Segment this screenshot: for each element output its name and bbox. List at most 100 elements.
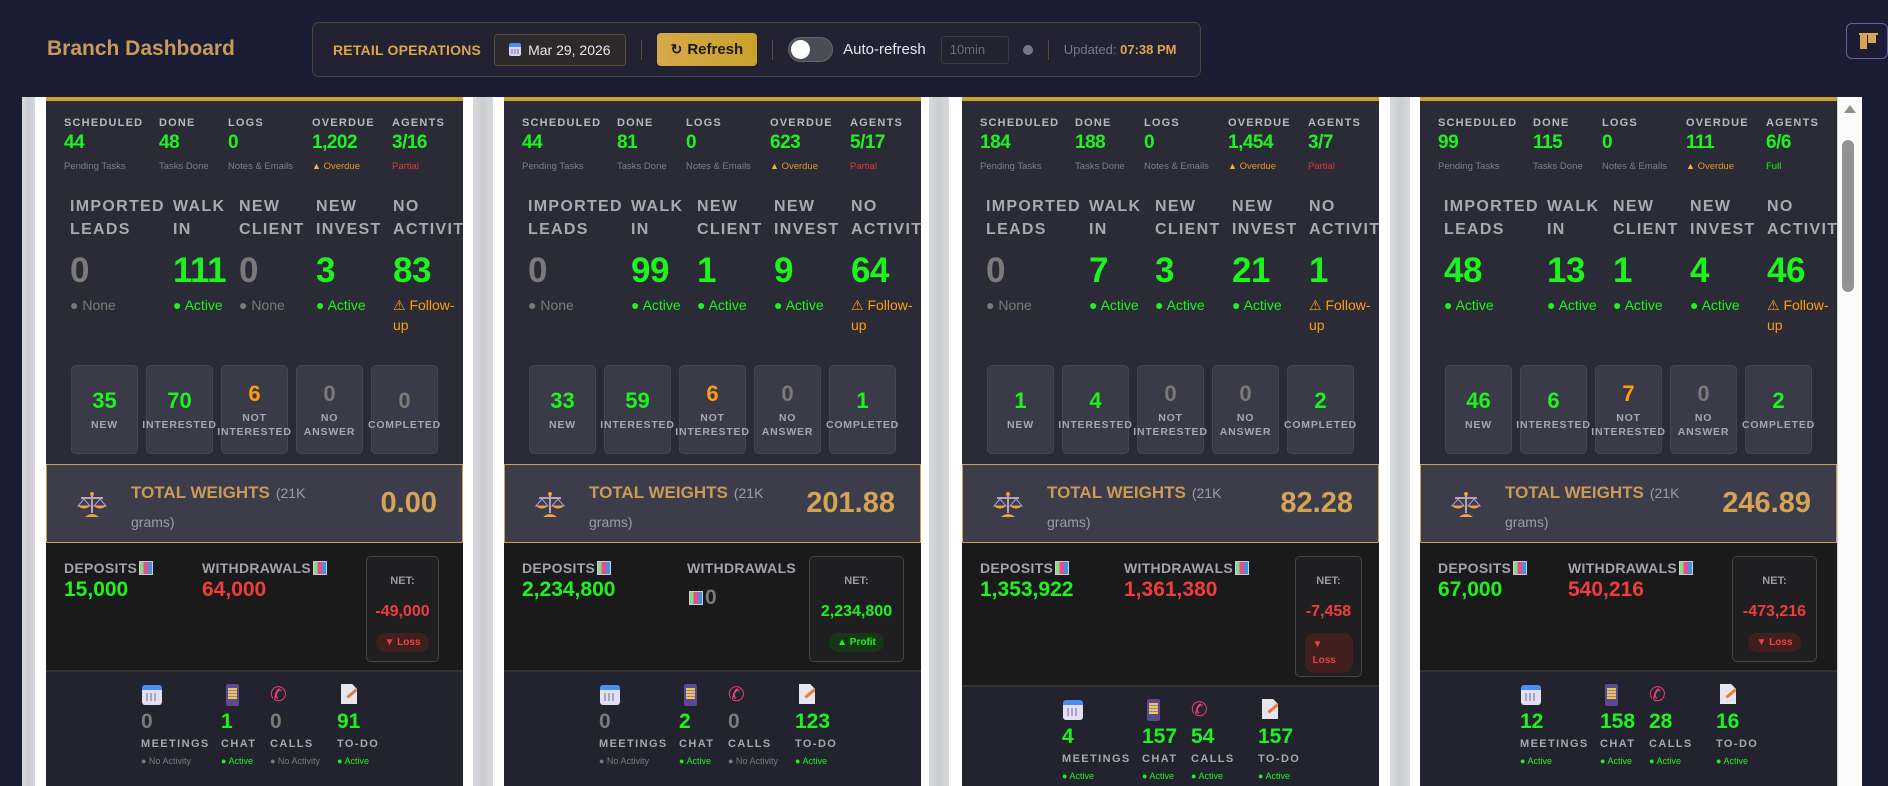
bar-chart-icon[interactable]: [1055, 561, 1070, 575]
done-stat[interactable]: DONE 81 Tasks Done: [617, 117, 686, 172]
imported-leads-stat[interactable]: IMPORTED LEADS 0 ● None: [986, 195, 1089, 335]
chat-stat[interactable]: 157 CHAT ● Active: [1142, 699, 1191, 781]
new-client-stat[interactable]: NEW CLIENT 1 ● Active: [1613, 195, 1690, 335]
scheduled-stat[interactable]: SCHEDULED 99 Pending Tasks: [1438, 117, 1533, 172]
no-activity-stat[interactable]: NO ACTIVITY 83 ⚠ Follow-up: [393, 195, 463, 335]
status-pill-interested[interactable]: 59 INTERESTED: [600, 365, 674, 454]
status-pill-completed[interactable]: 2 COMPLETED: [1284, 365, 1356, 454]
bar-chart-icon[interactable]: [597, 561, 612, 575]
agents-stat[interactable]: AGENTS 5/17 Partial: [850, 117, 920, 172]
refresh-button[interactable]: ↻ Refresh: [656, 33, 758, 66]
todo-stat[interactable]: 16 TO-DO ● Active: [1716, 684, 1776, 766]
overdue-stat[interactable]: OVERDUE 111 ▲ Overdue: [1686, 117, 1766, 172]
new-invest-stat[interactable]: NEW INVEST 4 ● Active: [1690, 195, 1767, 335]
status-pill-no-answer[interactable]: 0 NO ANSWER: [754, 365, 821, 454]
scroll-up-arrow-icon[interactable]: [1844, 105, 1856, 113]
imported-leads-stat[interactable]: IMPORTED LEADS 48 ● Active: [1444, 195, 1547, 335]
date-picker-button[interactable]: Mar 29, 2026: [494, 33, 626, 66]
deposits-stat[interactable]: DEPOSITS 67,000: [1438, 560, 1528, 602]
calls-stat[interactable]: ✆ 28 CALLS ● Active: [1649, 684, 1716, 766]
new-invest-stat[interactable]: NEW INVEST 21 ● Active: [1232, 195, 1309, 335]
done-stat[interactable]: DONE 48 Tasks Done: [159, 117, 228, 172]
meetings-stat[interactable]: 12 MEETINGS ● Active: [1520, 684, 1600, 766]
no-activity-stat[interactable]: NO ACTIVITY 1 ⚠ Follow-up: [1309, 195, 1379, 335]
status-pill-completed[interactable]: 0 COMPLETED: [368, 365, 440, 454]
status-pill-not-interested[interactable]: 6 NOT INTERESTED: [217, 365, 291, 454]
bar-chart-icon[interactable]: [1679, 561, 1694, 575]
status-pill-new[interactable]: 33 NEW: [529, 365, 596, 454]
new-invest-stat[interactable]: NEW INVEST 9 ● Active: [774, 195, 851, 335]
deposits-stat[interactable]: DEPOSITS 15,000: [64, 560, 154, 602]
new-client-stat[interactable]: NEW CLIENT 0 ● None: [239, 195, 316, 335]
walk-in-stat[interactable]: WALK IN 13 ● Active: [1547, 195, 1613, 335]
scheduled-stat[interactable]: SCHEDULED 184 Pending Tasks: [980, 117, 1075, 172]
status-pill-new[interactable]: 1 NEW: [987, 365, 1054, 454]
walk-in-stat[interactable]: WALK IN 99 ● Active: [631, 195, 697, 335]
withdrawals-stat[interactable]: WITHDRAWALS 0: [687, 560, 796, 610]
status-pill-not-interested[interactable]: 7 NOT INTERESTED: [1591, 365, 1665, 454]
bar-chart-icon[interactable]: [139, 561, 154, 575]
status-pill-completed[interactable]: 2 COMPLETED: [1742, 365, 1814, 454]
logs-stat[interactable]: LOGS 0 Notes & Emails: [228, 117, 312, 172]
walk-in-stat[interactable]: WALK IN 7 ● Active: [1089, 195, 1155, 335]
new-client-stat[interactable]: NEW CLIENT 1 ● Active: [697, 195, 774, 335]
status-pill-no-answer[interactable]: 0 NO ANSWER: [1212, 365, 1279, 454]
bar-chart-icon[interactable]: [1235, 561, 1250, 575]
calls-stat[interactable]: ✆ 54 CALLS ● Active: [1191, 699, 1258, 781]
status-pill-new[interactable]: 35 NEW: [71, 365, 138, 454]
status-pill-no-answer[interactable]: 0 NO ANSWER: [1670, 365, 1737, 454]
status-pill-interested[interactable]: 70 INTERESTED: [142, 365, 216, 454]
new-client-stat[interactable]: NEW CLIENT 3 ● Active: [1155, 195, 1232, 335]
imported-leads-stat[interactable]: IMPORTED LEADS 0 ● None: [70, 195, 173, 335]
status-pill-completed[interactable]: 1 COMPLETED: [826, 365, 898, 454]
bar-chart-icon[interactable]: [689, 591, 703, 605]
meetings-stat[interactable]: 4 MEETINGS ● Active: [1062, 699, 1142, 781]
status-pill-no-answer[interactable]: 0 NO ANSWER: [296, 365, 363, 454]
logs-stat[interactable]: LOGS 0 Notes & Emails: [1602, 117, 1686, 172]
walk-in-stat[interactable]: WALK IN 111 ● Active: [173, 195, 239, 335]
scheduled-stat[interactable]: SCHEDULED 44 Pending Tasks: [64, 117, 159, 172]
scheduled-stat[interactable]: SCHEDULED 44 Pending Tasks: [522, 117, 617, 172]
agents-stat[interactable]: AGENTS 3/16 Partial: [392, 117, 462, 172]
todo-stat[interactable]: 91 TO-DO ● Active: [337, 684, 397, 766]
layout-toggle-button[interactable]: [1846, 23, 1888, 59]
overdue-stat[interactable]: OVERDUE 1,454 ▲ Overdue: [1228, 117, 1308, 172]
no-activity-stat[interactable]: NO ACTIVITY 46 ⚠ Follow-up: [1767, 195, 1837, 335]
overdue-stat[interactable]: OVERDUE 1,202 ▲ Overdue: [312, 117, 392, 172]
status-pill-new[interactable]: 46 NEW: [1445, 365, 1512, 454]
calls-stat[interactable]: ✆ 0 CALLS ● No Activity: [270, 684, 337, 766]
agents-stat[interactable]: AGENTS 3/7 Partial: [1308, 117, 1378, 172]
agents-stat[interactable]: AGENTS 6/6 Full: [1766, 117, 1836, 172]
no-activity-stat[interactable]: NO ACTIVITY 64 ⚠ Follow-up: [851, 195, 921, 335]
meetings-stat[interactable]: 0 MEETINGS ● No Activity: [141, 684, 221, 766]
new-invest-stat[interactable]: NEW INVEST 3 ● Active: [316, 195, 393, 335]
bar-chart-icon[interactable]: [313, 561, 328, 575]
logs-stat[interactable]: LOGS 0 Notes & Emails: [686, 117, 770, 172]
status-pill-not-interested[interactable]: 6 NOT INTERESTED: [675, 365, 749, 454]
chat-stat[interactable]: 1 CHAT ● Active: [221, 684, 270, 766]
scrollbar-thumb[interactable]: [1842, 140, 1854, 292]
calls-stat[interactable]: ✆ 0 CALLS ● No Activity: [728, 684, 795, 766]
logs-stat[interactable]: LOGS 0 Notes & Emails: [1144, 117, 1228, 172]
imported-leads-stat[interactable]: IMPORTED LEADS 0 ● None: [528, 195, 631, 335]
done-stat[interactable]: DONE 115 Tasks Done: [1533, 117, 1602, 172]
overdue-stat[interactable]: OVERDUE 623 ▲ Overdue: [770, 117, 850, 172]
deposits-stat[interactable]: DEPOSITS 1,353,922: [980, 560, 1073, 602]
done-stat[interactable]: DONE 188 Tasks Done: [1075, 117, 1144, 172]
chat-stat[interactable]: 158 CHAT ● Active: [1600, 684, 1649, 766]
withdrawals-stat[interactable]: WITHDRAWALS 540,216: [1568, 560, 1694, 602]
deposits-stat[interactable]: DEPOSITS 2,234,800: [522, 560, 615, 602]
todo-stat[interactable]: 157 TO-DO ● Active: [1258, 699, 1318, 781]
vertical-scrollbar[interactable]: [1838, 97, 1860, 786]
withdrawals-stat[interactable]: WITHDRAWALS 1,361,380: [1124, 560, 1250, 602]
bar-chart-icon[interactable]: [1513, 561, 1528, 575]
auto-refresh-toggle[interactable]: [788, 37, 834, 62]
withdrawals-stat[interactable]: WITHDRAWALS 64,000: [202, 560, 328, 602]
status-pill-interested[interactable]: 6 INTERESTED: [1516, 365, 1590, 454]
chat-stat[interactable]: 2 CHAT ● Active: [679, 684, 728, 766]
status-pill-interested[interactable]: 4 INTERESTED: [1058, 365, 1132, 454]
status-pill-not-interested[interactable]: 0 NOT INTERESTED: [1133, 365, 1207, 454]
meetings-stat[interactable]: 0 MEETINGS ● No Activity: [599, 684, 679, 766]
refresh-interval-select[interactable]: 10min: [940, 35, 1009, 64]
todo-stat[interactable]: 123 TO-DO ● Active: [795, 684, 855, 766]
